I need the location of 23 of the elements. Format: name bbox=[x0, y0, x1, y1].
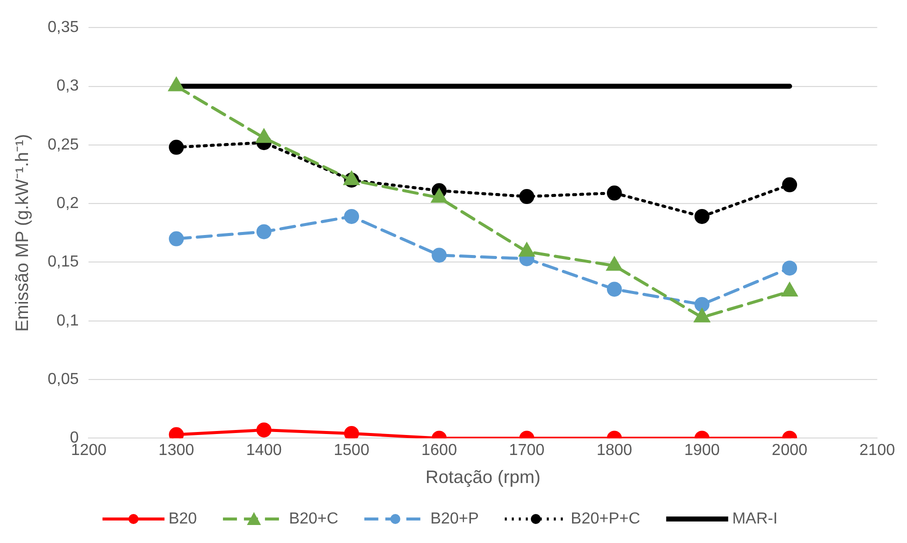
y-axis-title: Emissão MP (g.kW⁻¹.h⁻¹) bbox=[12, 134, 32, 332]
legend-label: B20+P+C bbox=[570, 510, 640, 528]
legend-label: MAR-I bbox=[732, 510, 778, 528]
legend-label: B20 bbox=[168, 510, 198, 528]
y-tick-label: 0,3 bbox=[56, 78, 79, 95]
y-tick-label: 0,25 bbox=[48, 136, 79, 154]
x-tick-label: 1600 bbox=[421, 442, 458, 460]
legend-label: B20+C bbox=[288, 510, 338, 528]
y-tick-label: 0,05 bbox=[48, 370, 79, 388]
x-tick-label: 1400 bbox=[246, 442, 282, 460]
x-tick-label: 1500 bbox=[334, 442, 370, 460]
x-tick-label: 1300 bbox=[158, 442, 194, 460]
y-tick-label: 0,1 bbox=[56, 312, 79, 330]
legend-label: B20+P bbox=[430, 510, 479, 528]
x-tick-label: 1900 bbox=[684, 442, 720, 460]
y-tick-label: 0,35 bbox=[48, 19, 79, 36]
x-tick-label: 2100 bbox=[859, 442, 896, 460]
x-axis-title: Rotação (rpm) bbox=[425, 467, 540, 488]
x-tick-label: 1800 bbox=[596, 442, 632, 460]
x-tick-label: 1700 bbox=[508, 442, 545, 460]
x-tick-label: 2000 bbox=[772, 442, 808, 460]
y-tick-label: 0,2 bbox=[56, 194, 79, 212]
y-tick-label: 0,15 bbox=[48, 254, 79, 271]
